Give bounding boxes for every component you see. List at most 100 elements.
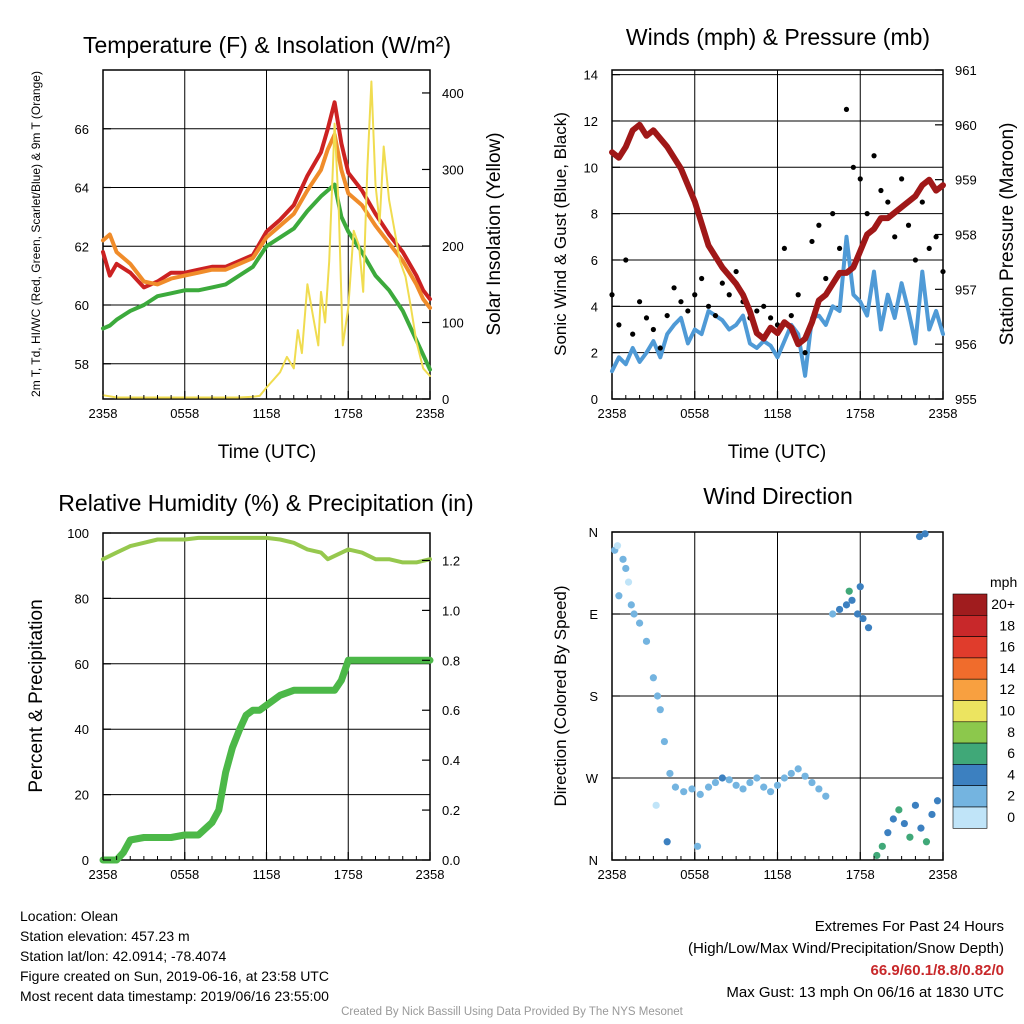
legend-swatch — [952, 806, 988, 829]
winds-ylabel: Sonic Wind & Gust (Blue, Black) — [551, 112, 570, 356]
station-elevation: Station elevation: 457.23 m — [20, 928, 190, 944]
y2-tick-label: 0.0 — [442, 853, 460, 868]
gust-point — [892, 234, 898, 240]
direction-point — [666, 769, 674, 778]
gust-point — [836, 245, 843, 252]
x-tick-label: 1758 — [846, 867, 875, 882]
direction-point — [653, 692, 662, 700]
y-tick-label: 0 — [591, 392, 598, 407]
x-tick-label: 0558 — [680, 867, 709, 882]
x-tick-label: 2358 — [89, 406, 118, 421]
extremes-values: 66.9/60.1/8.8/0.82/0 — [870, 962, 1004, 979]
gust-point — [692, 292, 698, 298]
gust-point — [899, 176, 905, 182]
direction-point — [615, 592, 623, 600]
y2-tick-label: 956 — [955, 337, 977, 352]
y2-tick-label: 100 — [442, 315, 464, 330]
y2-tick-label: 957 — [955, 282, 977, 297]
gust-point — [850, 164, 856, 170]
y-tick-label: 60 — [75, 298, 89, 313]
gust-point — [712, 312, 719, 319]
legend-swatch — [952, 593, 988, 616]
direction-point — [753, 774, 761, 782]
y-tick-label: 66 — [75, 122, 89, 137]
y-tick-label: E — [589, 607, 598, 622]
gust-point — [699, 275, 705, 282]
gust-point — [933, 234, 939, 240]
figure-created: Figure created on Sun, 2019-06-16, at 23… — [20, 968, 329, 984]
winds-xlabel: Time (UTC) — [728, 442, 827, 463]
gust-point — [940, 268, 946, 275]
9m-t-line — [101, 132, 432, 310]
direction-point — [787, 769, 795, 778]
direction-point — [794, 765, 802, 773]
y2-tick-label: 200 — [442, 239, 464, 254]
temperature-xlabel: Time (UTC) — [218, 442, 317, 463]
direction-point — [911, 801, 920, 809]
legend-label: 6 — [1007, 745, 1015, 761]
direction-point — [873, 851, 881, 860]
direction-point — [921, 530, 929, 538]
gust-point — [671, 285, 677, 291]
legend-label: 2 — [1007, 788, 1015, 804]
gust-point — [733, 268, 739, 275]
y-tick-label: 10 — [584, 160, 598, 175]
direction-point — [642, 637, 651, 645]
gust-point — [768, 315, 774, 321]
gust-point — [795, 292, 801, 298]
y-tick-label: 20 — [75, 788, 89, 803]
y-tick-label: 100 — [67, 526, 89, 541]
direction-point — [613, 542, 622, 550]
station-pressure-line — [609, 121, 946, 348]
direction-point — [842, 601, 851, 609]
direction-point — [663, 838, 671, 846]
y-tick-label: W — [586, 771, 599, 786]
extremes-subheading: (High/Low/Max Wind/Precipitation/Snow De… — [688, 940, 1004, 957]
direction-point — [622, 564, 630, 573]
direction-point — [711, 778, 720, 787]
direction-point — [864, 624, 873, 632]
y-tick-label: S — [589, 689, 598, 704]
y2-tick-label: 300 — [442, 162, 464, 177]
direction-panel: Wind Direction 2358 0558 1158 1758 2358 N W S E… — [551, 483, 1017, 882]
station-latlon: Station lat/lon: 42.0914; -78.4074 — [20, 948, 227, 964]
y-tick-label: 80 — [75, 591, 89, 606]
gust-point — [754, 308, 760, 314]
gust-point — [609, 292, 615, 298]
y-tick-label: 12 — [584, 114, 598, 129]
2m-td-line — [101, 182, 432, 372]
y-tick-label: 0 — [82, 853, 89, 868]
legend-label: 16 — [999, 639, 1015, 655]
gust-point — [802, 350, 808, 356]
y-tick-label: N — [589, 525, 598, 540]
temperature-panel: Temperature (F) & Insolation (W/m²) 2358… — [29, 32, 505, 463]
direction-ylabel: Direction (Colored By Speed) — [551, 585, 570, 806]
gust-point — [705, 303, 712, 309]
y-tick-label: 62 — [75, 239, 89, 254]
credit-line: Created By Nick Bassill Using Data Provi… — [341, 1006, 683, 1018]
direction-point — [856, 583, 864, 591]
gust-point — [926, 245, 932, 252]
sonic-wind-line — [610, 234, 945, 378]
direction-point — [688, 785, 696, 793]
direction-point — [627, 601, 635, 609]
humidity-ylabel: Percent & Precipitation — [26, 599, 47, 792]
y-tick-label: 58 — [75, 357, 89, 372]
y-tick-label: 60 — [75, 657, 89, 672]
legend-label: 8 — [1007, 724, 1015, 740]
x-tick-label: 0558 — [170, 406, 199, 421]
y-tick-label: 6 — [591, 253, 598, 268]
direction-point — [889, 815, 897, 823]
extremes-heading: Extremes For Past 24 Hours — [814, 918, 1004, 935]
gust-point — [664, 312, 670, 319]
gust-point — [885, 199, 891, 205]
x-tick-label: 2358 — [929, 406, 958, 421]
winds-ylabel2: Station Pressure (Maroon) — [997, 123, 1018, 346]
precipitation-line — [99, 656, 434, 864]
gust-point — [823, 275, 829, 282]
direction-point — [693, 842, 702, 850]
x-tick-label: 1758 — [846, 406, 875, 421]
direction-point — [900, 819, 908, 828]
x-tick-label: 1158 — [253, 867, 281, 882]
direction-point — [922, 838, 931, 846]
